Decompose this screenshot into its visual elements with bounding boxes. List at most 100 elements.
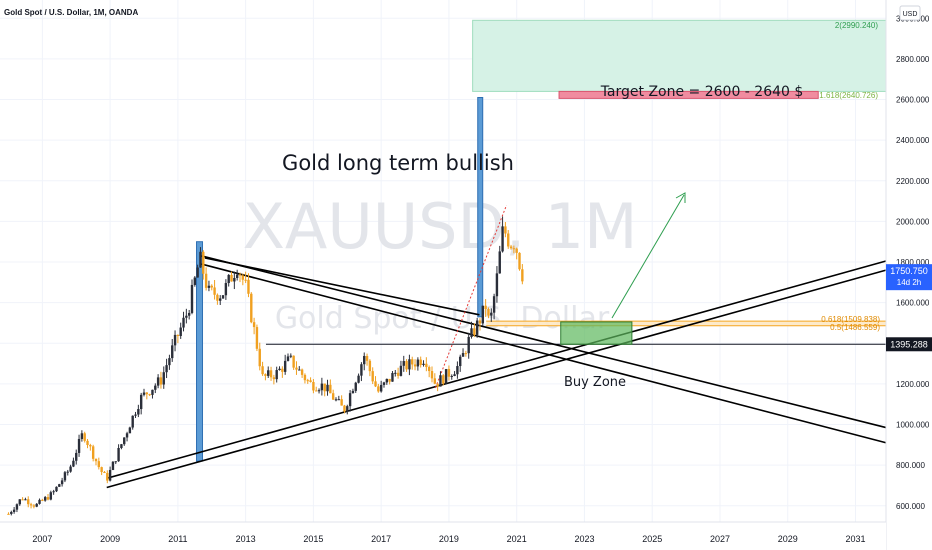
fib-05-label: 0.5(1486.559) [830,323,880,332]
candle-body [467,336,470,354]
candle-body [405,361,408,370]
candle-body [283,360,287,372]
candle-body [187,312,191,316]
candle-body [55,486,58,492]
x-tick-label: 2023 [574,534,594,544]
candle-body [35,503,38,507]
candle-body [137,409,140,415]
candle-body [337,399,341,401]
currency-button-label: USD [903,11,918,18]
candle-body [80,433,84,439]
candle-body [176,334,180,337]
candle-body [12,509,16,512]
candle-body [134,414,137,416]
candle-body [295,367,298,370]
candle-body [258,348,261,367]
x-tick-label: 2025 [642,534,662,544]
candle-body [377,386,380,392]
candle-body [312,382,315,391]
candle-body [244,279,247,281]
candle-body [300,369,304,375]
candle-body [275,370,278,380]
candle-body [247,279,250,294]
candle-body [10,511,13,514]
candle-body [238,274,242,276]
candle-body [450,375,453,377]
candle-body [32,505,36,507]
candle-body [15,504,19,510]
candle-body [492,296,496,313]
candle-body [250,293,253,323]
candle-body [241,275,245,280]
candle-body [413,364,417,367]
candle-body [490,312,493,316]
candle-body [264,374,267,376]
candle-body [422,363,425,365]
candle-body [331,393,335,400]
candle-body [97,461,101,468]
candle-body [204,273,208,288]
candle-body [281,368,284,372]
y-tick-label: 600.000 [896,502,925,511]
bullish-arrow [611,194,685,319]
candle-body [117,447,120,462]
candle-body [103,471,106,473]
trendline-resistance-lower [201,263,887,444]
candle-body [261,366,264,375]
candle-body [69,466,72,472]
candle-body [515,248,518,253]
candle-body [334,399,338,401]
candle-body [521,269,524,282]
candle-body [433,378,437,384]
candle-body [495,273,499,297]
watermark-name: Gold Spot / U.S. Dollar [275,301,610,336]
candle-body [371,371,374,382]
candle-body [484,305,487,310]
candle-body [131,415,134,428]
candle-body [235,274,239,278]
candle-body [94,458,98,462]
candle-body [224,283,228,296]
candle-body [459,356,462,367]
candle-body [58,484,61,487]
symbol-title: Gold Spot / U.S. Dollar, 1M, OANDA [4,8,138,17]
candle-body [145,392,149,395]
candle-body [317,390,321,392]
candle-body [309,380,312,383]
candle-body [86,440,89,446]
candle-body [320,383,324,391]
current-price-tag [886,264,932,291]
y-tick-label: 2800.000 [896,55,930,64]
candle-body [182,317,185,328]
candle-body [323,383,326,392]
candle-body [329,384,332,394]
fib-band [486,321,886,326]
trendline-support-lower [106,269,887,489]
candle-body [464,353,468,355]
x-tick-label: 2019 [439,534,459,544]
level-price-value: 1395.288 [890,339,928,349]
candle-body [72,460,75,467]
candle-body [159,377,163,385]
candle-body [360,364,363,376]
candle-body [396,372,400,376]
candle-body [233,277,236,282]
candle-body [60,480,64,485]
candle-body [292,355,295,368]
candle-body [427,367,431,372]
candle-body [24,499,27,501]
candle-body [221,295,225,299]
candle-body [43,497,47,501]
measure-bar-2020 [477,96,484,318]
currency-button[interactable] [899,5,921,21]
time-axis[interactable] [0,522,886,550]
candle-body [473,328,476,335]
candle-body [89,445,92,447]
y-tick-label: 2400.000 [896,136,930,145]
candle-body [430,371,434,379]
candle-body [111,461,115,470]
candle-body [388,378,391,382]
candle-body [199,251,202,268]
candle-body [142,392,146,395]
